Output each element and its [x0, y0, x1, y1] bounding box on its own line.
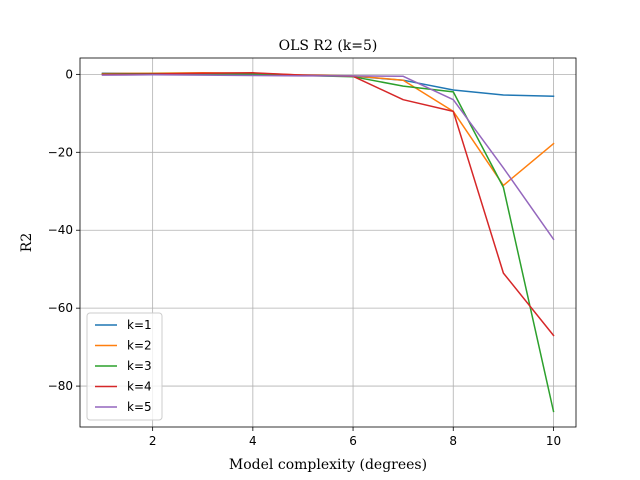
x-tick-label: 2: [149, 434, 157, 448]
y-tick-label: 0: [65, 67, 73, 81]
x-axis-label: Model complexity (degrees): [229, 457, 427, 473]
x-tick-label: 6: [349, 434, 357, 448]
y-axis-label: R2: [19, 233, 35, 252]
plot-frame: [79, 57, 577, 428]
chart-title: OLS R2 (k=5): [279, 38, 378, 54]
grid: [80, 58, 576, 427]
y-tick-label: −40: [48, 223, 73, 237]
y-tick-label: −60: [48, 301, 73, 315]
legend: k=1 k=2 k=3 k=4 k=5: [86, 312, 163, 421]
legend-label-k=5: k=5: [127, 400, 152, 414]
series-layer: [101, 72, 555, 413]
legend-label-k=3: k=3: [127, 359, 152, 373]
tick-layer: 2 4 6 8 10 0 −20 −40 −60 −80: [48, 67, 561, 448]
series-line-k=5: [101, 74, 555, 241]
x-tick-label: 8: [449, 434, 457, 448]
legend-box: [86, 312, 163, 421]
legend-label-k=1: k=1: [127, 318, 152, 332]
x-tick-label: 10: [546, 434, 561, 448]
legend-label-k=2: k=2: [127, 339, 152, 353]
y-tick-label: −20: [48, 145, 73, 159]
x-tick-label: 4: [249, 434, 257, 448]
legend-label-k=4: k=4: [127, 380, 152, 394]
y-tick-label: −80: [48, 379, 73, 393]
